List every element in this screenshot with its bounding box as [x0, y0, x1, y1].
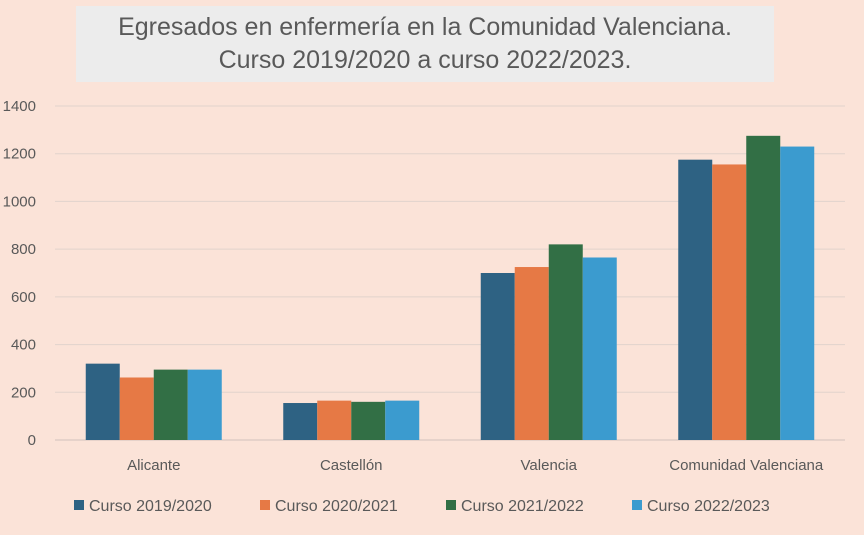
bar: [187, 369, 222, 440]
bar: [480, 273, 515, 440]
bar: [385, 400, 420, 440]
y-tick-label: 1000: [3, 193, 36, 210]
bar: [678, 159, 713, 440]
x-category-label: Castellón: [320, 457, 383, 474]
bar: [153, 369, 188, 440]
legend-label: Curso 2021/2022: [461, 498, 584, 515]
chart-title: Egresados en enfermería en la Comunidad …: [76, 6, 774, 82]
x-axis-category-labels: Alicante Castellón Valencia Comunidad Valen…: [127, 457, 824, 474]
bar: [283, 403, 318, 440]
legend-label: Curso 2019/2020: [89, 498, 212, 515]
bar: [780, 146, 815, 441]
bar: [351, 401, 386, 440]
legend-swatch: [74, 500, 84, 510]
legend-swatch: [260, 500, 270, 510]
bar: [712, 164, 747, 440]
y-tick-label: 0: [28, 432, 36, 449]
chart-title-line-2: Curso 2019/2020 a curso 2022/2023.: [218, 46, 632, 74]
bar: [119, 377, 154, 440]
y-tick-label: 800: [11, 241, 36, 258]
y-tick-label: 600: [11, 289, 36, 306]
y-tick-label: 1200: [3, 146, 36, 163]
bar: [317, 400, 352, 440]
x-category-label: Valencia: [521, 457, 578, 474]
legend-label: Curso 2020/2021: [275, 498, 398, 515]
bar: [582, 257, 617, 440]
legend-swatch: [632, 500, 642, 510]
bar: [746, 135, 781, 441]
legend: Curso 2019/2020 Curso 2020/2021 Curso 2021…: [74, 498, 770, 515]
legend-label: Curso 2022/2023: [647, 498, 770, 515]
y-tick-label: 1400: [3, 98, 36, 115]
bar: [514, 267, 549, 440]
bar: [548, 244, 583, 440]
legend-swatch: [446, 500, 456, 510]
bar: [85, 363, 120, 440]
x-category-label: Alicante: [127, 457, 180, 474]
y-axis-tick-labels: 0 200 400 600 800 1000 1200 1400: [3, 98, 36, 449]
y-tick-label: 400: [11, 337, 36, 354]
bars: [85, 135, 815, 441]
x-category-label: Comunidad Valenciana: [669, 457, 824, 474]
y-tick-label: 200: [11, 384, 36, 401]
chart-title-line-1: Egresados en enfermería en la Comunidad …: [118, 13, 732, 41]
